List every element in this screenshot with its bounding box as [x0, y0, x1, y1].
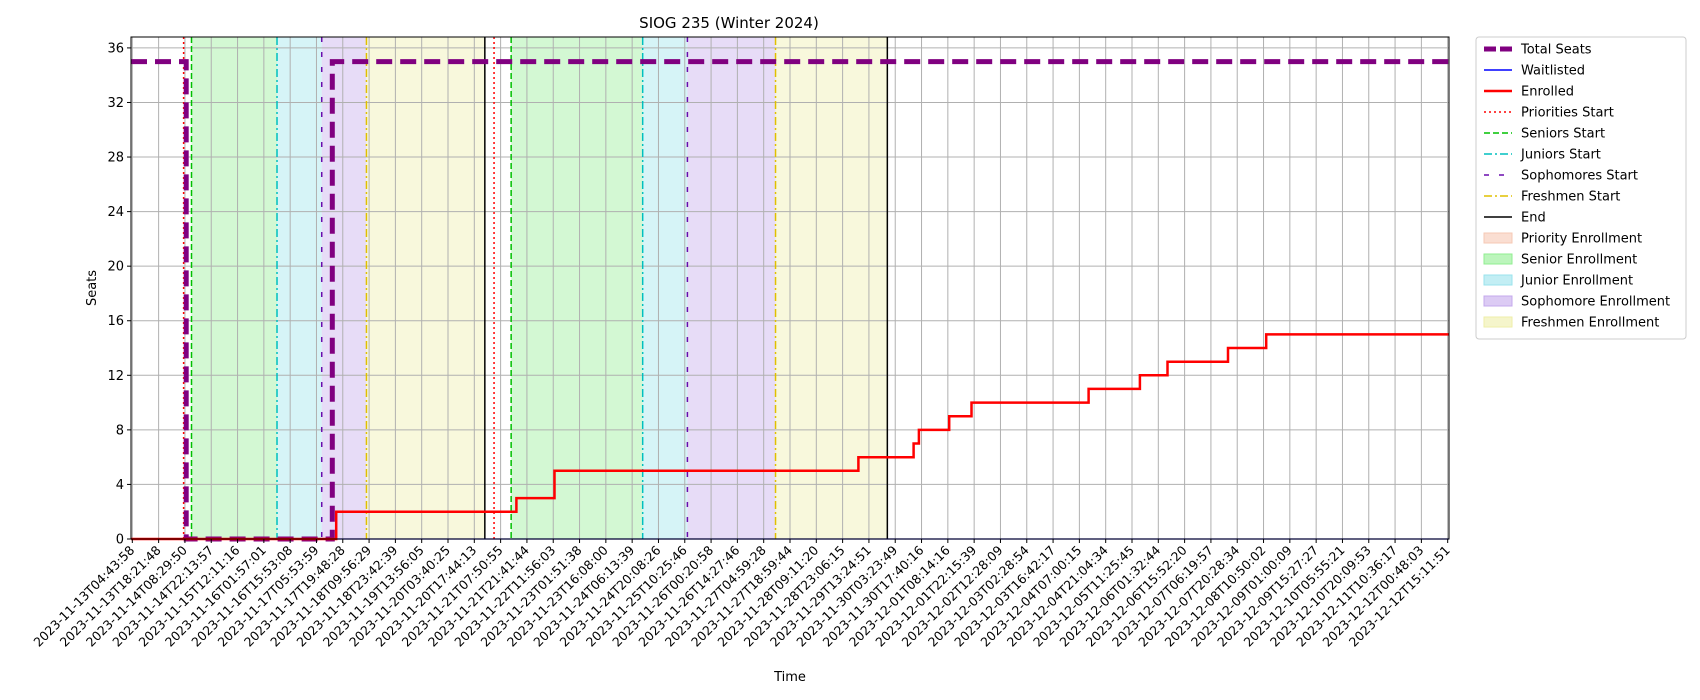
x-axis: 2023-11-13T04:43:582023-11-13T18:21:4820… — [30, 539, 1453, 650]
y-tick-label: 8 — [116, 423, 124, 438]
legend-label-enrolled: Enrolled — [1521, 85, 1574, 100]
band-senior-enrollment — [191, 37, 278, 539]
series-enrolled — [131, 333, 1449, 541]
legend-label-seniors-start: Seniors Start — [1521, 127, 1605, 142]
y-axis-label: Seats — [85, 270, 100, 306]
legend: Total Seats Waitlisted Enrolled Priorities … — [1475, 36, 1687, 340]
y-tick-label: 4 — [116, 478, 124, 493]
legend-label-waitlisted: Waitlisted — [1521, 64, 1585, 79]
y-tick-label: 24 — [107, 205, 124, 220]
legend-swatch-priority-enrollment — [1483, 232, 1513, 244]
legend-label-sophomores-start: Sophomores Start — [1521, 169, 1638, 184]
legend-label-priority-enrollment: Priority Enrollment — [1521, 232, 1642, 247]
y-tick-label: 0 — [116, 533, 124, 548]
x-axis-label: Time — [773, 670, 806, 685]
y-tick-label: 16 — [107, 314, 124, 329]
band-freshmen-enrollment — [366, 37, 485, 539]
y-tick-label: 28 — [107, 151, 124, 166]
y-axis: 0 4 8 12 16 20 24 28 32 36 — [107, 41, 131, 548]
enrollment-bands — [191, 37, 888, 539]
band-freshmen-enrollment — [775, 37, 888, 539]
band-sophomore-enrollment — [321, 37, 367, 539]
legend-label-end: End — [1521, 211, 1546, 226]
y-tick-label: 32 — [107, 96, 124, 111]
legend-label-priorities-start: Priorities Start — [1521, 106, 1614, 121]
legend-label-senior-enrollment: Senior Enrollment — [1521, 253, 1637, 268]
legend-swatch-sophomore-enrollment — [1483, 295, 1513, 307]
legend-swatch-junior-enrollment — [1483, 274, 1513, 286]
band-sophomore-enrollment — [687, 37, 776, 539]
legend-box — [1475, 36, 1687, 340]
grid-lines — [131, 37, 1449, 540]
legend-swatch-senior-enrollment — [1483, 253, 1513, 265]
y-tick-label: 20 — [107, 260, 124, 275]
band-junior-enrollment — [277, 37, 322, 539]
legend-label-sophomore-enrollment: Sophomore Enrollment — [1521, 295, 1670, 310]
chart-title: SIOG 235 (Winter 2024) — [639, 14, 819, 32]
legend-label-freshmen-start: Freshmen Start — [1521, 190, 1620, 205]
y-tick-label: 36 — [107, 41, 124, 56]
legend-label-juniors-start: Juniors Start — [1520, 148, 1601, 163]
band-senior-enrollment — [511, 37, 643, 539]
band-junior-enrollment — [642, 37, 688, 539]
legend-swatch-freshmen-enrollment — [1483, 316, 1513, 328]
legend-label-total-seats: Total Seats — [1520, 43, 1592, 58]
phase-lines — [182, 37, 889, 539]
legend-label-junior-enrollment: Junior Enrollment — [1520, 274, 1633, 289]
y-tick-label: 12 — [107, 369, 124, 384]
legend-label-freshmen-enrollment: Freshmen Enrollment — [1521, 316, 1659, 331]
